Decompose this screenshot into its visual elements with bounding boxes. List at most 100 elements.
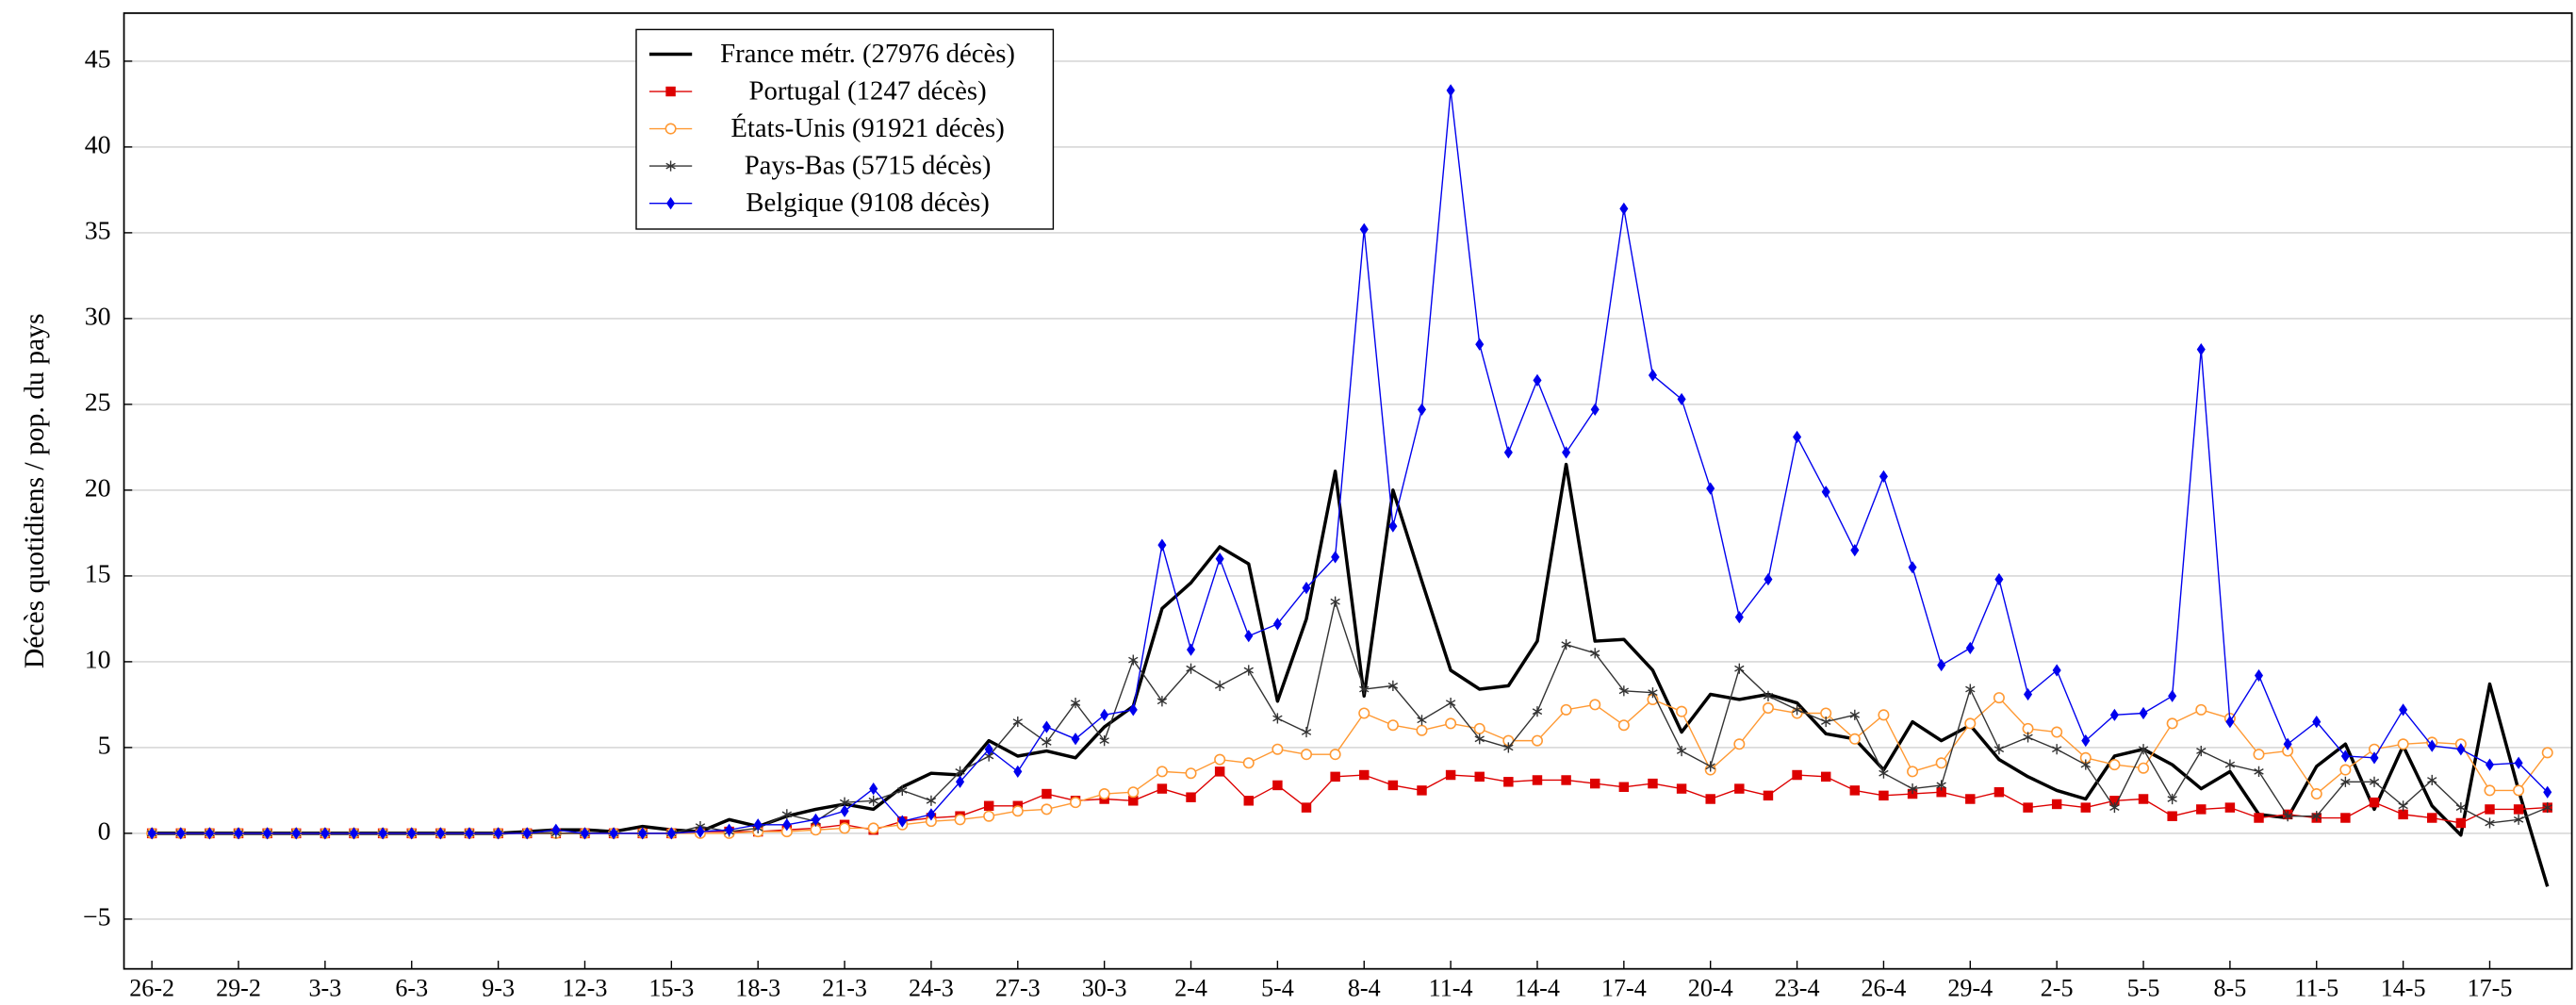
marker-star bbox=[1590, 648, 1600, 659]
marker-star bbox=[1648, 687, 1658, 699]
marker-circle bbox=[1358, 707, 1370, 719]
marker-diamond bbox=[1590, 403, 1600, 416]
marker-diamond bbox=[349, 827, 359, 840]
marker-circle bbox=[1041, 803, 1053, 816]
marker-star bbox=[1879, 767, 1889, 779]
x-tick-label: 11-4 bbox=[1429, 974, 1473, 1001]
marker-square bbox=[1561, 775, 1571, 785]
x-tick-label: 17-4 bbox=[1601, 974, 1647, 1001]
marker-diamond bbox=[2254, 668, 2264, 683]
marker-diamond bbox=[1359, 222, 1369, 236]
marker-circle bbox=[1531, 734, 1543, 747]
marker-star bbox=[1965, 684, 1976, 695]
marker-square bbox=[2455, 817, 2467, 829]
marker-square bbox=[1879, 790, 1889, 801]
marker-diamond bbox=[927, 808, 936, 821]
marker-star bbox=[1821, 717, 1831, 728]
marker-star bbox=[2340, 776, 2351, 787]
legend-label: France métr. (27976 décès) bbox=[720, 39, 1015, 69]
marker-diamond bbox=[1677, 392, 1686, 406]
marker-star bbox=[2542, 802, 2552, 814]
marker-square bbox=[2254, 813, 2264, 823]
marker-square bbox=[2196, 804, 2207, 815]
x-tick-label: 2-5 bbox=[2041, 974, 2074, 1001]
marker-star bbox=[1128, 654, 1139, 666]
x-tick-label: 18-3 bbox=[735, 974, 780, 1001]
marker-star bbox=[1301, 726, 1312, 738]
marker-circle bbox=[954, 814, 966, 826]
marker-circle bbox=[1878, 709, 1890, 721]
y-tick-label: 35 bbox=[85, 216, 111, 245]
x-tick-label: 23-4 bbox=[1775, 974, 1820, 1001]
marker-square bbox=[1330, 771, 1340, 783]
x-tick-label: 29-4 bbox=[1947, 974, 1993, 1001]
marker-diamond bbox=[1648, 369, 1657, 382]
marker-diamond bbox=[2543, 785, 2552, 799]
marker-circle bbox=[2138, 762, 2150, 774]
marker-star bbox=[1936, 780, 1946, 791]
marker-circle bbox=[1185, 767, 1197, 780]
plot-frame bbox=[123, 12, 2573, 970]
marker-square bbox=[1243, 796, 1254, 806]
marker-star bbox=[1561, 639, 1571, 651]
y-tick-label: 10 bbox=[85, 645, 111, 674]
marker-star bbox=[1763, 690, 1774, 701]
marker-star bbox=[1157, 696, 1168, 707]
marker-circle bbox=[1156, 766, 1168, 778]
marker-star bbox=[1070, 698, 1081, 709]
marker-square bbox=[2051, 799, 2062, 810]
marker-square bbox=[665, 86, 676, 97]
legend-box bbox=[635, 28, 1055, 230]
marker-square bbox=[1763, 790, 1774, 801]
marker-star bbox=[1618, 685, 1630, 697]
marker-star bbox=[1243, 665, 1254, 676]
marker-diamond bbox=[1244, 629, 1254, 643]
marker-diamond bbox=[1965, 641, 1975, 654]
marker-square bbox=[2369, 797, 2380, 808]
marker-circle bbox=[1993, 692, 2005, 704]
x-tick-label: 14-5 bbox=[2381, 974, 2426, 1001]
marker-star bbox=[897, 784, 908, 796]
series-line bbox=[152, 462, 2550, 887]
marker-circle bbox=[2513, 784, 2525, 797]
marker-star bbox=[1734, 663, 1745, 674]
marker-circle bbox=[1560, 703, 1572, 716]
marker-diamond bbox=[1157, 538, 1167, 552]
y-tick-label: 40 bbox=[85, 130, 111, 159]
marker-star bbox=[1849, 709, 1860, 720]
marker-star bbox=[1186, 663, 1196, 674]
marker-square bbox=[1272, 780, 1283, 791]
marker-square bbox=[2340, 813, 2351, 823]
marker-diamond bbox=[1186, 643, 1196, 656]
marker-square bbox=[1214, 766, 1225, 777]
marker-star bbox=[1532, 706, 1543, 717]
marker-star bbox=[1994, 744, 2005, 755]
marker-star bbox=[2023, 732, 2033, 743]
x-tick-label: 26-4 bbox=[1862, 974, 1907, 1001]
x-tick-label: 8-5 bbox=[2213, 974, 2246, 1001]
x-tick-label: 6-3 bbox=[395, 974, 428, 1001]
marker-square bbox=[1186, 792, 1196, 802]
marker-circle bbox=[2166, 717, 2178, 730]
marker-diamond bbox=[1215, 552, 1224, 566]
marker-circle bbox=[1848, 733, 1861, 745]
marker-star bbox=[1330, 596, 1340, 607]
x-tick-label: 24-3 bbox=[909, 974, 954, 1001]
marker-square bbox=[2109, 796, 2120, 806]
marker-diamond bbox=[465, 827, 474, 840]
marker-square bbox=[1965, 794, 1976, 804]
marker-star bbox=[1676, 745, 1687, 757]
marker-diamond bbox=[956, 775, 965, 788]
x-tick-label: 14-4 bbox=[1515, 974, 1560, 1001]
marker-square bbox=[1445, 769, 1456, 781]
marker-star bbox=[1099, 735, 1109, 747]
x-tick-label: 12-3 bbox=[563, 974, 608, 1001]
marker-square bbox=[1359, 769, 1370, 781]
marker-square bbox=[983, 800, 994, 812]
x-tick-label: 29-2 bbox=[216, 974, 261, 1001]
y-tick-label: 15 bbox=[85, 559, 111, 588]
marker-circle bbox=[1416, 724, 1428, 736]
marker-square bbox=[1820, 771, 1831, 783]
marker-diamond bbox=[1850, 543, 1860, 557]
marker-circle bbox=[1589, 699, 1601, 711]
